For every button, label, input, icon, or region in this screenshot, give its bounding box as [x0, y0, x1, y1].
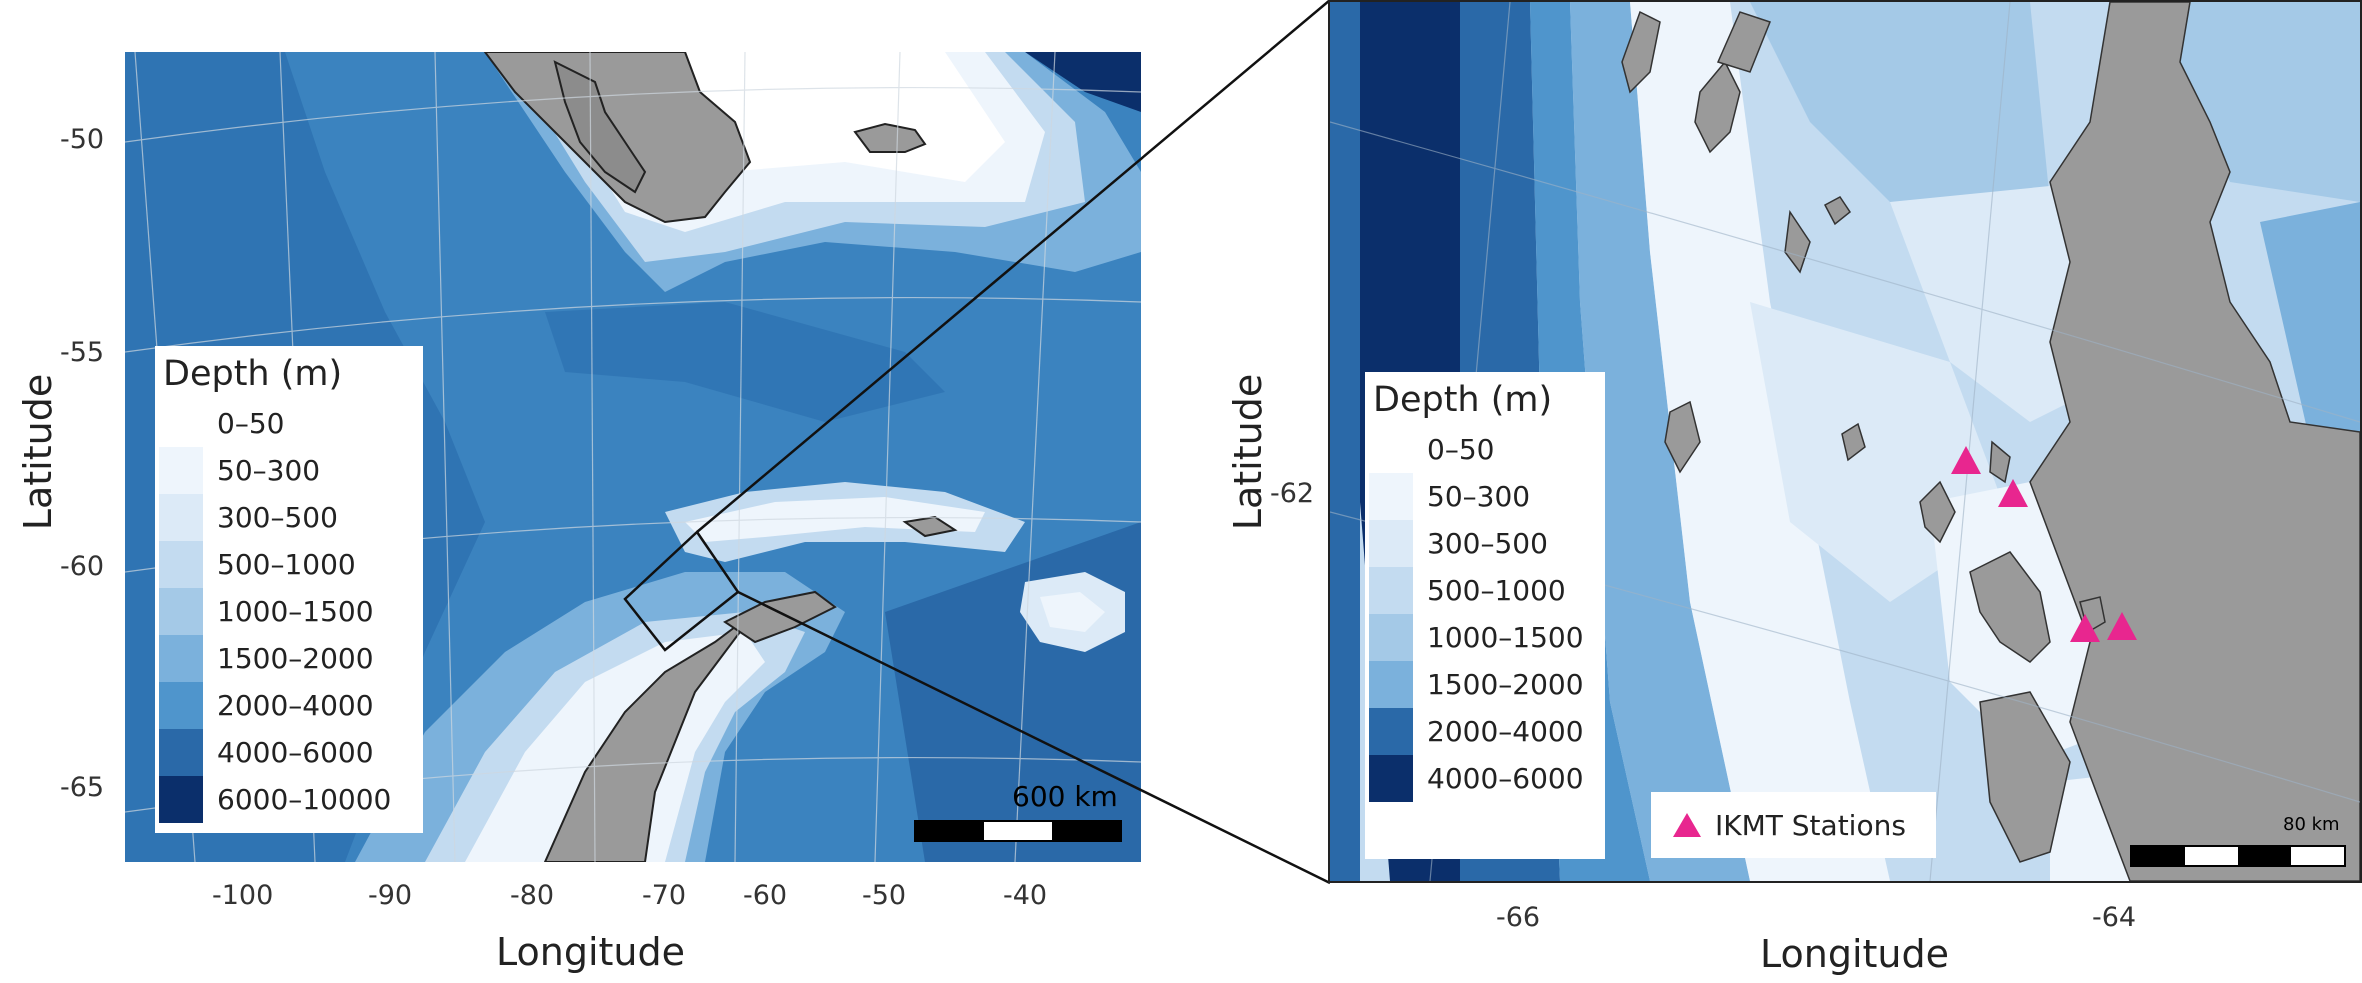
ikmt-station-marker	[2070, 614, 2100, 642]
legend-swatch	[1369, 567, 1413, 614]
legend-item: 1000–1500	[159, 588, 409, 635]
x-tick: -80	[510, 880, 555, 911]
legend-item: 1500–2000	[1369, 661, 1591, 708]
x-tick: -40	[1003, 880, 1048, 911]
legend-label: 1000–1500	[1427, 621, 1584, 654]
legend-title: Depth (m)	[1373, 380, 1553, 420]
scale-label: 600 km	[1012, 780, 1118, 813]
x-tick: -66	[1496, 902, 1541, 933]
overview-map-canvas	[125, 52, 1141, 862]
legend-item: 6000–10000	[159, 776, 409, 823]
station-legend: IKMT Stations	[1651, 792, 1936, 858]
x-tick: -70	[642, 880, 687, 911]
legend-label: 300–500	[1427, 527, 1548, 560]
x-tick: -64	[2092, 902, 2137, 933]
scale-bar-inset	[2130, 845, 2346, 867]
legend-label: 50–300	[217, 454, 321, 487]
legend-swatch	[1369, 520, 1413, 567]
legend-label: 0–50	[217, 407, 285, 440]
legend-item: 0–50	[159, 400, 409, 447]
legend-swatch	[159, 494, 203, 541]
legend-item: 1500–2000	[159, 635, 409, 682]
legend-item: 0–50	[1369, 426, 1591, 473]
legend-label: 4000–6000	[217, 736, 374, 769]
legend-swatch	[159, 588, 203, 635]
legend-swatch	[1369, 755, 1413, 802]
legend-item: 4000–6000	[159, 729, 409, 776]
legend-swatch	[1369, 473, 1413, 520]
inset-extent-box	[623, 530, 740, 652]
y-tick: -60	[60, 551, 105, 582]
legend-swatch	[1369, 661, 1413, 708]
ikmt-station-marker	[2107, 612, 2137, 640]
legend-swatch	[159, 729, 203, 776]
legend-swatch	[159, 635, 203, 682]
scale-bar	[914, 820, 1122, 842]
legend-item: 50–300	[1369, 473, 1591, 520]
depth-legend: Depth (m) 0–50 50–300 300–500 500–1000 1000–…	[155, 346, 423, 833]
legend-item: 50–300	[159, 447, 409, 494]
y-tick: -62	[1270, 478, 1315, 509]
y-axis-title: Latitude	[16, 373, 61, 531]
legend-swatch	[159, 400, 203, 447]
x-axis-title: Longitude	[496, 930, 685, 974]
y-tick: -50	[60, 124, 105, 155]
legend-swatch	[1369, 708, 1413, 755]
y-tick: -65	[60, 772, 105, 803]
ikmt-station-marker	[1951, 446, 1981, 474]
legend-label: 6000–10000	[217, 783, 392, 816]
legend-swatch	[159, 776, 203, 823]
scale-label-inset: 80 km	[2283, 814, 2340, 835]
legend-item: 500–1000	[159, 541, 409, 588]
x-tick: -90	[368, 880, 413, 911]
y-tick: -55	[60, 337, 105, 368]
legend-item: 1000–1500	[1369, 614, 1591, 661]
x-tick: -60	[743, 880, 788, 911]
legend-swatch	[159, 682, 203, 729]
legend-swatch	[1369, 614, 1413, 661]
legend-label: 0–50	[1427, 433, 1495, 466]
legend-label: 2000–4000	[1427, 715, 1584, 748]
x-tick: -50	[862, 880, 907, 911]
legend-item: 4000–6000	[1369, 755, 1591, 802]
legend-title: Depth (m)	[163, 354, 343, 394]
legend-label: 1500–2000	[1427, 668, 1584, 701]
legend-swatch	[1369, 426, 1413, 473]
legend-label: 4000–6000	[1427, 762, 1584, 795]
ikmt-station-marker	[1998, 479, 2028, 507]
legend-item: 300–500	[159, 494, 409, 541]
legend-item: 2000–4000	[159, 682, 409, 729]
y-axis-title: Latitude	[1226, 373, 1271, 531]
legend-label: 50–300	[1427, 480, 1531, 513]
depth-legend-inset: Depth (m) 0–50 50–300 300–500 500–1000 1000–…	[1365, 372, 1605, 859]
legend-item: 500–1000	[1369, 567, 1591, 614]
legend-swatch	[159, 541, 203, 588]
x-axis-title: Longitude	[1760, 932, 1949, 976]
legend-item: 300–500	[1369, 520, 1591, 567]
legend-label: 2000–4000	[217, 689, 374, 722]
ikmt-stations	[1951, 446, 2137, 642]
overview-map: Depth (m) 0–50 50–300 300–500 500–1000 1000–…	[125, 52, 1141, 862]
legend-item: 2000–4000	[1369, 708, 1591, 755]
inset-map: Depth (m) 0–50 50–300 300–500 500–1000 1000–…	[1328, 0, 2362, 883]
station-legend-label: IKMT Stations	[1715, 808, 1906, 842]
legend-label: 1000–1500	[217, 595, 374, 628]
x-tick: -100	[212, 880, 274, 911]
legend-label: 500–1000	[1427, 574, 1566, 607]
legend-label: 500–1000	[217, 548, 356, 581]
legend-swatch	[159, 447, 203, 494]
legend-label: 1500–2000	[217, 642, 374, 675]
legend-label: 300–500	[217, 501, 338, 534]
triangle-icon	[1673, 813, 1701, 837]
